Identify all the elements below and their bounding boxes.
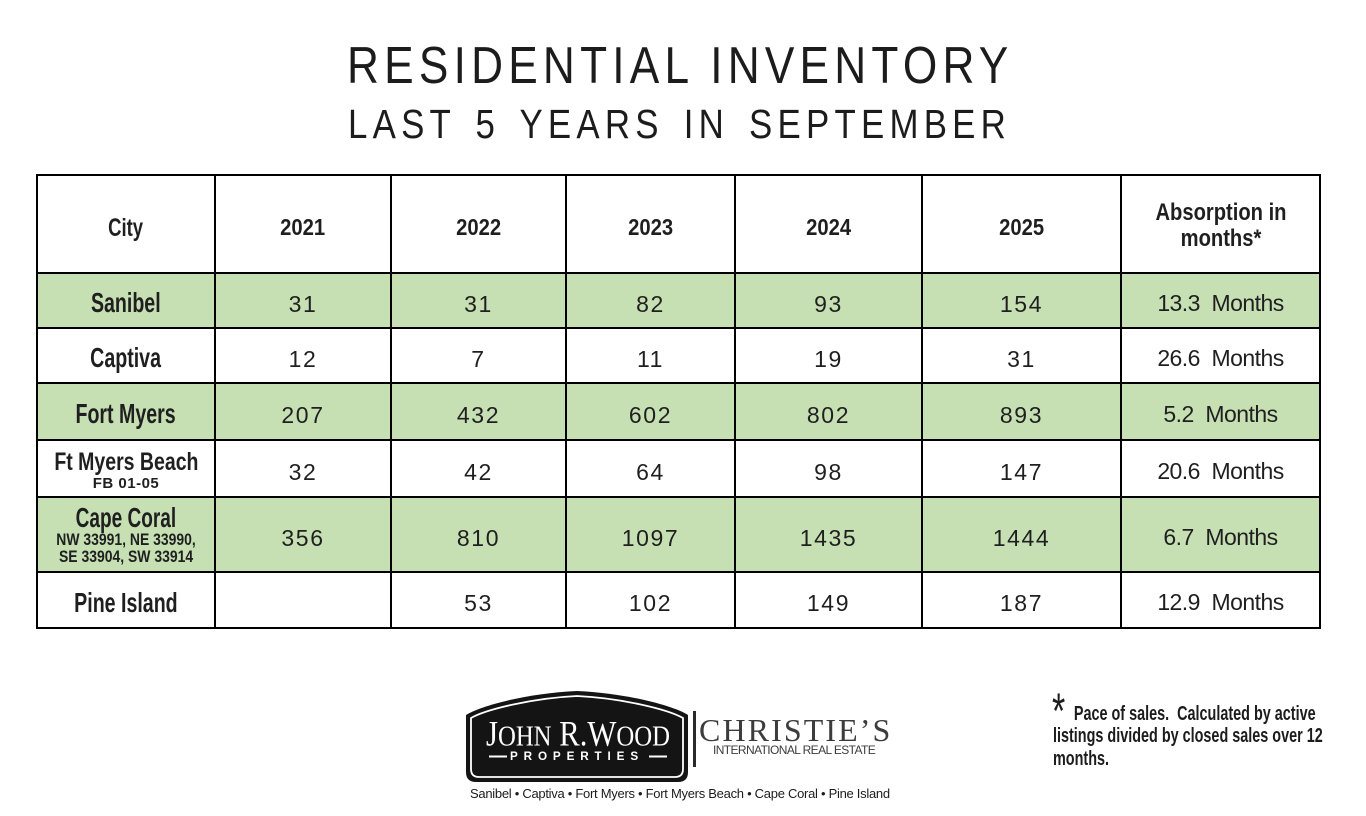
svg-text:PROPERTIES: PROPERTIES (510, 749, 644, 763)
svg-text:JOHN R.WOOD: JOHN R.WOOD (486, 713, 670, 753)
